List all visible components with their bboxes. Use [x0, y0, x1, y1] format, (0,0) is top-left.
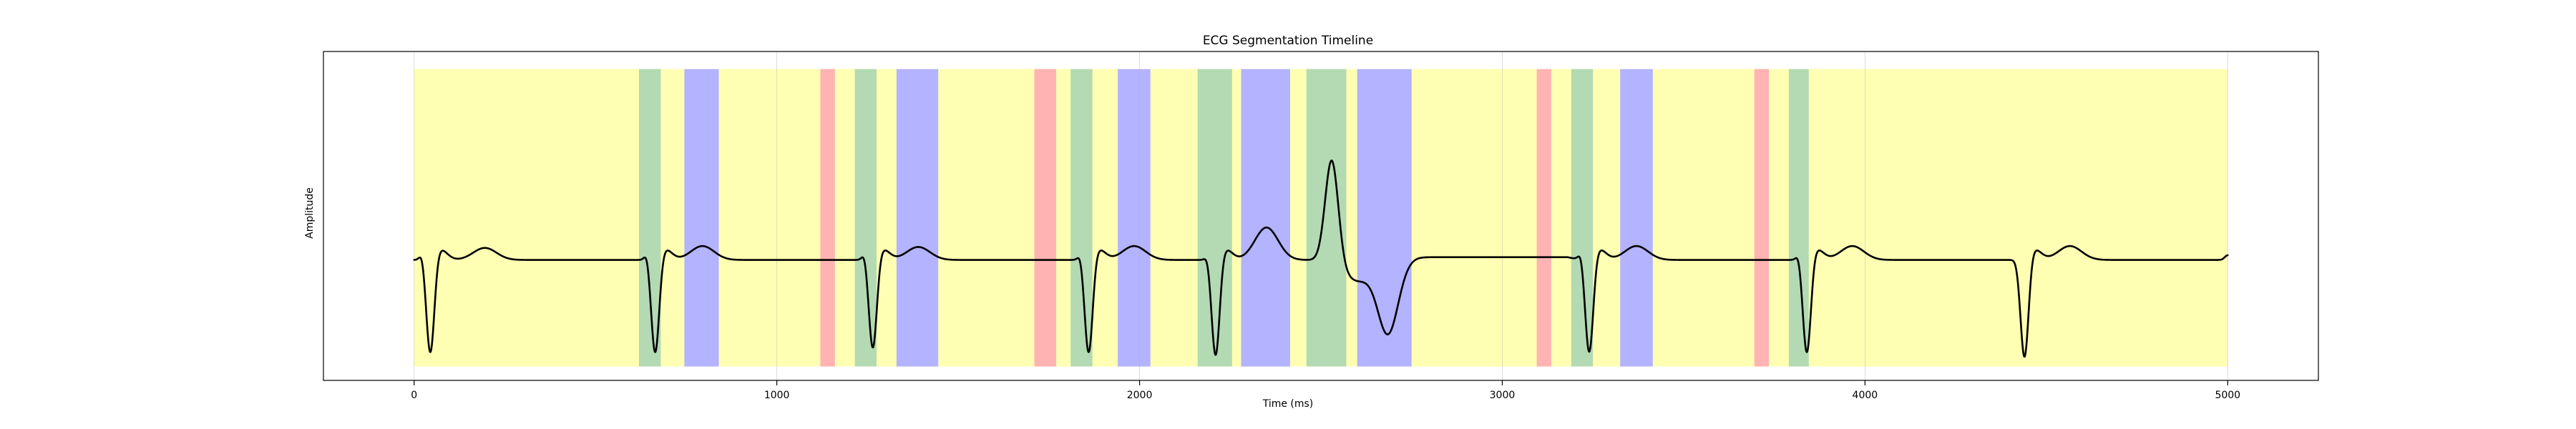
grid-lines	[414, 51, 2228, 380]
segment-green	[1197, 69, 1232, 367]
ecg-signal-line	[413, 159, 2229, 358]
x-tick-label: 0	[411, 390, 417, 401]
segment-bands	[414, 69, 2228, 367]
segment-green	[1070, 69, 1093, 367]
segment-blue	[1357, 69, 1412, 367]
segment-green	[639, 69, 661, 367]
segment-red	[1034, 69, 1056, 367]
segment-blue	[1241, 69, 1290, 367]
segment-green	[854, 69, 877, 367]
y-axis-label: Amplitude	[304, 187, 316, 239]
segment-blue	[1118, 69, 1151, 367]
x-axis-ticks: 0 1000 2000 3000 4000 5000	[411, 380, 2240, 401]
segment-blue	[1620, 69, 1653, 367]
x-tick-label: 5000	[2215, 390, 2240, 401]
x-tick-label: 2000	[1127, 390, 1153, 401]
x-tick-label: 4000	[1853, 390, 1878, 401]
segment-red	[1754, 69, 1770, 367]
plot-frame	[323, 51, 2319, 381]
chart-title: ECG Segmentation Timeline	[1203, 34, 1373, 48]
segment-blue	[896, 69, 939, 367]
segment-blue	[684, 69, 719, 367]
x-axis-label: Time (ms)	[1262, 398, 1314, 410]
segment-green	[1571, 69, 1594, 367]
segment-red	[820, 69, 835, 367]
segment-red	[1536, 69, 1551, 367]
x-tick-label: 1000	[764, 390, 790, 401]
x-tick-label: 3000	[1490, 390, 1516, 401]
segment-green	[1788, 69, 1809, 367]
